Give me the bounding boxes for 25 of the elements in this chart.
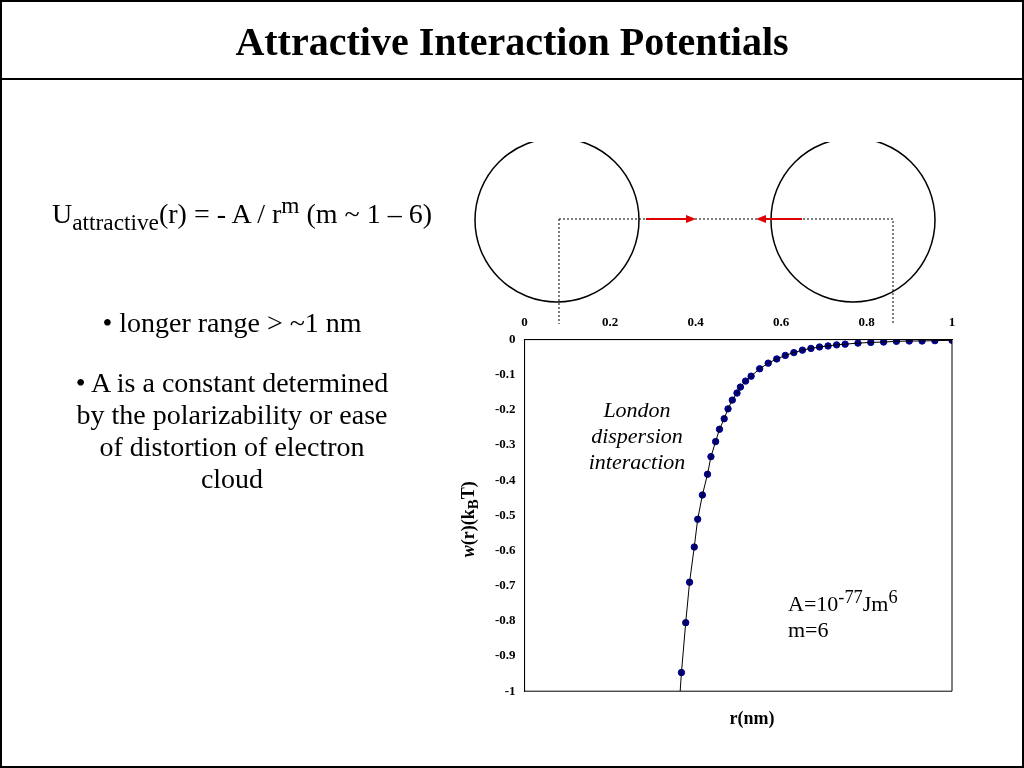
- x-tick-label: 0.4: [687, 314, 705, 330]
- text: U$_{attractive}$(r) = - A / r$^{m}$ (m ~ 1 – 6): [50, 192, 434, 236]
- y-tick-label: -0.7: [494, 577, 517, 593]
- x-tick-label: 0: [521, 314, 528, 330]
- annotation: m=6: [788, 617, 830, 643]
- text: • A is a constant determined by the polarizability or ease of distortion of electron cloud: [74, 367, 390, 495]
- y-tick-label: -0.6: [494, 541, 517, 557]
- x-axis-title: r(nm): [728, 708, 776, 729]
- x-tick-label: 1: [948, 314, 956, 330]
- y-tick-label: 0: [509, 330, 516, 346]
- y-tick-label: -0.5: [494, 506, 517, 522]
- y-tick-label: -0.1: [494, 366, 516, 382]
- y-tick-label: -0.4: [494, 471, 517, 487]
- y-tick-label: -1: [504, 682, 516, 698]
- y-tick-label: -0.2: [494, 401, 516, 417]
- text: • longer range > ~1 nm: [101, 307, 363, 339]
- chart-title: Attractive Interaction Potentials: [2, 2, 1022, 80]
- y-tick-label: -0.9: [494, 647, 517, 663]
- x-tick-label: 0.8: [858, 314, 876, 330]
- y-tick-label: -0.8: [494, 612, 517, 628]
- x-tick-label: 0.6: [772, 314, 790, 330]
- annotation: A=10$^{-77}$Jm$^{6}$: [788, 587, 899, 618]
- x-tick-label: 0.2: [601, 314, 619, 330]
- y-tick-label: -0.3: [494, 436, 517, 452]
- annotation: London dispersion interaction: [587, 397, 687, 475]
